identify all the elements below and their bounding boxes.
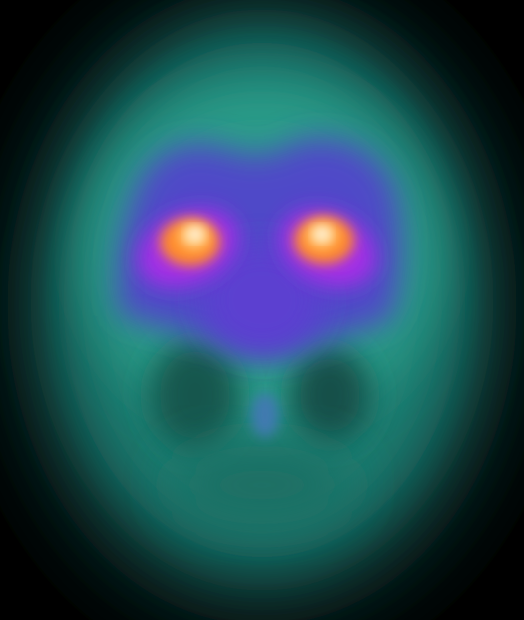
purple-region: [117, 138, 402, 437]
hot-spots: [138, 208, 376, 288]
dark-regions: [150, 340, 370, 525]
